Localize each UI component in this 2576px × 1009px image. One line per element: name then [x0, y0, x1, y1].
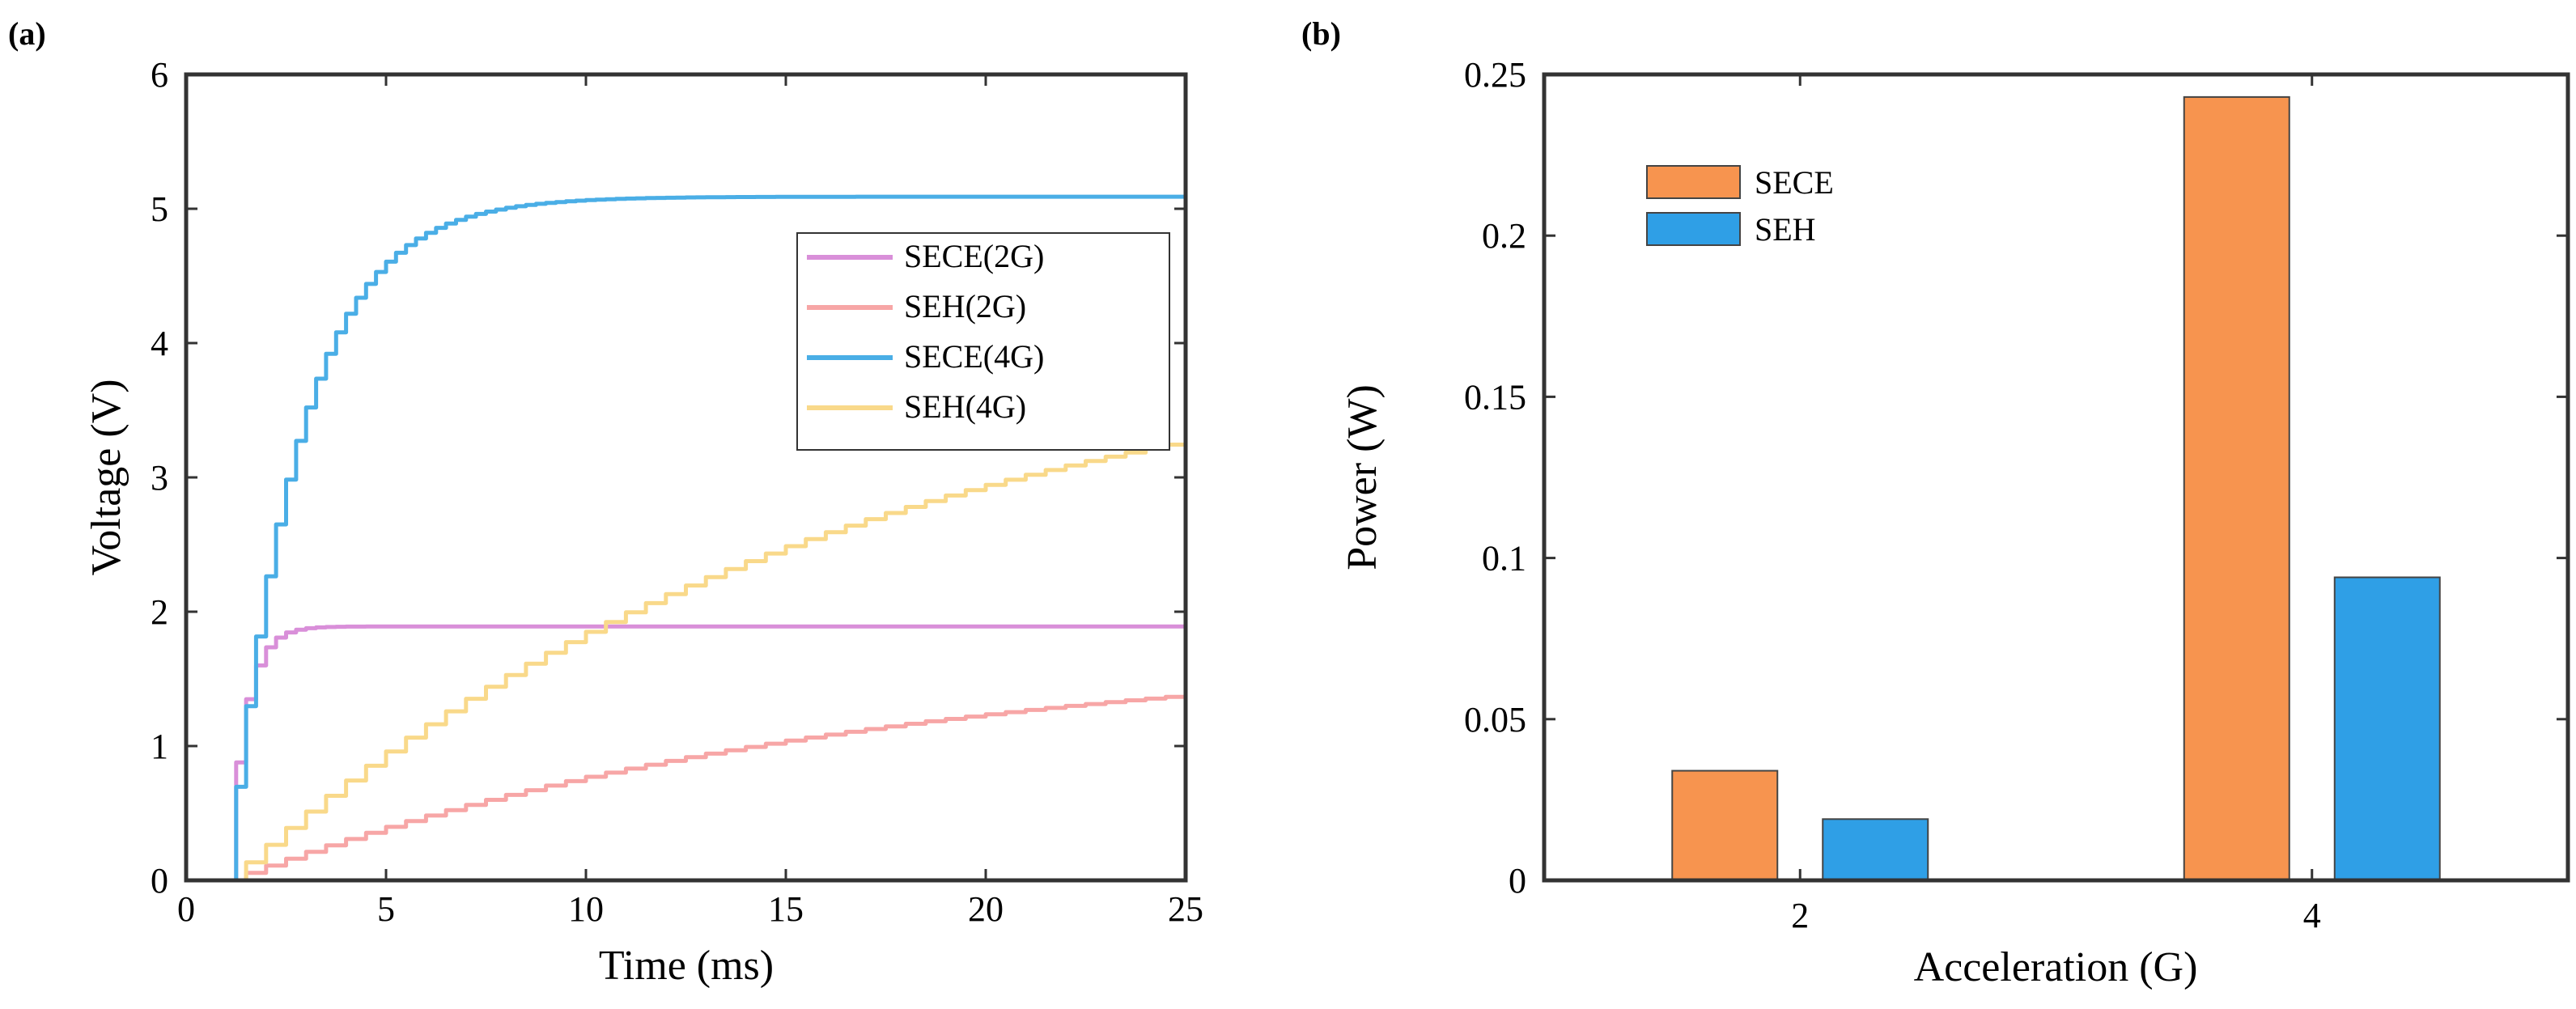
panel-b-y-axis-title: Power (W) — [1339, 384, 1386, 570]
panel-a-legend-label: SECE(4G) — [904, 338, 1044, 375]
panel-a-legend-box — [796, 232, 1170, 451]
panel-a-line-chart: (a) 0 5 10 15 20 25 0 1 2 3 4 5 6 Voltage (V) Time (… — [8, 15, 1203, 989]
panel-a-label: (a) — [8, 15, 46, 52]
panel-b-x-tick-label: 4 — [2303, 896, 2321, 935]
panel-a-y-tick-label: 1 — [151, 727, 168, 766]
panel-b-x-tick-label: 2 — [1791, 896, 1809, 935]
panel-b-y-tick-label: 0.05 — [1464, 700, 1526, 740]
panel-a-legend: SECE(2G) SEH(2G) SECE(4G) SEH(4G) — [796, 232, 1170, 451]
panel-b-legend: SECE SEH — [1646, 164, 1834, 248]
panel-b-y-tick-label: 0.2 — [1482, 216, 1526, 256]
panel-b-bar-seh-4 — [2333, 576, 2441, 882]
panel-b-legend-label: SEH — [1755, 211, 1816, 248]
panel-a-x-tick-label: 0 — [177, 889, 195, 929]
panel-b-y-tick-label: 0.15 — [1464, 377, 1526, 417]
panel-b-legend-swatch — [1646, 212, 1741, 246]
panel-a-y-tick-label: 4 — [151, 324, 168, 363]
panel-b-bar-sece-2 — [1671, 769, 1779, 881]
panel-a-y-axis-title: Voltage (V) — [83, 379, 129, 575]
panel-b-bar-chart: (b) 0 0.05 0.1 0.15 0.2 0.25 2 4 Power (W) Acce… — [1301, 15, 2570, 990]
panel-a-x-tick-label: 15 — [768, 889, 804, 929]
panel-a-y-tick-label: 0 — [151, 861, 168, 901]
panel-b-x-axis-title: Acceleration (G) — [1914, 944, 2198, 990]
panel-b-plot-frame — [1542, 72, 2570, 883]
panel-b-bar-sece-4 — [2183, 95, 2290, 881]
panel-b-y-tick-label: 0 — [1509, 861, 1526, 901]
panel-a-y-tick-label: 3 — [151, 458, 168, 498]
panel-a-plot-frame — [184, 72, 1188, 883]
panel-a-x-axis-title: Time (ms) — [599, 943, 774, 989]
panel-b-y-tick-label: 0.1 — [1482, 539, 1526, 579]
panel-a-x-tick-label: 20 — [968, 889, 1004, 929]
panel-a-y-tick-label: 2 — [151, 592, 168, 632]
panel-a-series-line-2 — [186, 194, 1186, 883]
panel-a-legend-label: SEH(2G) — [904, 288, 1026, 324]
panel-b-legend-swatch — [1646, 165, 1741, 199]
panel-a-series-line-0 — [186, 624, 1186, 883]
panel-b-label: (b) — [1301, 15, 1341, 52]
panel-a-y-tick-label: 5 — [151, 189, 168, 229]
panel-b-legend-label: SECE — [1755, 164, 1834, 201]
panel-a-series-line-1 — [186, 694, 1188, 883]
panel-a-x-tick-label: 10 — [568, 889, 604, 929]
panel-a-series-line-3 — [186, 440, 1188, 883]
panel-a-legend-label: SEH(4G) — [904, 388, 1026, 425]
panel-a-x-tick-label: 5 — [377, 889, 395, 929]
panel-a-y-tick-label: 6 — [151, 55, 168, 95]
panel-a-legend-label: SECE(2G) — [904, 238, 1044, 274]
panel-a-x-tick-label: 25 — [1168, 889, 1203, 929]
panel-b-bar-seh-2 — [1822, 818, 1929, 882]
panel-b-y-tick-label: 0.25 — [1464, 55, 1526, 95]
